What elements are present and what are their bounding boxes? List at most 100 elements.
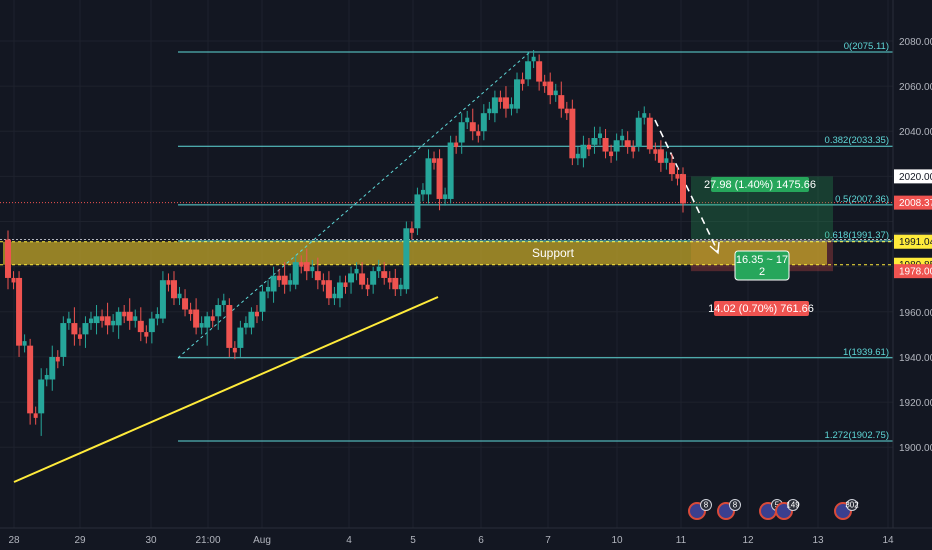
candle-body — [432, 158, 437, 163]
fib-level-label: 0.382(2033.35) — [825, 135, 889, 146]
candle-body — [498, 97, 503, 102]
price-tick-label: 1900.00 — [899, 443, 932, 454]
position-labels: 27.98 (1.40%) 1475.66 14.02 (0.70%) 761.6… — [704, 177, 816, 316]
time-tick-label: 30 — [145, 535, 157, 546]
candle-body — [403, 228, 410, 290]
badge-count-bg — [787, 499, 799, 511]
candle-body — [210, 316, 215, 321]
profit-label-text: 27.98 (1.40%) 1475.66 — [704, 179, 816, 191]
badge-count: 5 — [775, 501, 780, 510]
candle-body — [675, 174, 680, 179]
candle-body — [270, 275, 277, 292]
candle-body — [365, 284, 370, 290]
candle-body — [232, 347, 237, 353]
time-tick-label: Aug — [253, 535, 271, 546]
candle-body — [248, 311, 255, 328]
price-tag: 1978.00 — [894, 264, 932, 279]
candle-body — [299, 262, 304, 267]
event-badges[interactable]: 8 8 5 149 302 — [688, 499, 859, 520]
candle-body — [182, 298, 189, 310]
candle-body — [111, 320, 116, 326]
candle-body — [22, 341, 27, 346]
candle-body — [266, 286, 271, 292]
candle-body — [343, 282, 348, 287]
candle-body — [11, 277, 16, 283]
candle-body — [122, 311, 127, 317]
candle-body — [243, 323, 248, 328]
candle-body — [71, 323, 78, 335]
price-axis[interactable]: 1900.00 1920.00 1940.00 1960.00 2040.00 2060.… — [892, 0, 932, 550]
candle-body — [66, 318, 71, 324]
candle-body — [354, 268, 359, 274]
time-tick-label: 14 — [882, 535, 894, 546]
candle-body — [204, 316, 211, 328]
candle-body — [55, 356, 60, 362]
time-tick-label: 5 — [410, 535, 416, 546]
candle-body — [292, 262, 299, 285]
event-badge[interactable]: 302 — [834, 499, 859, 520]
fib-level-label: 1(1939.61) — [843, 347, 889, 358]
time-axis[interactable]: 28 29 30 21:00 Aug 4 5 6 7 10 11 12 13 14 — [0, 527, 932, 550]
time-axis-bg — [0, 528, 932, 550]
candle-body — [591, 138, 598, 145]
candle-body — [144, 332, 149, 337]
candle-body — [414, 194, 421, 229]
candle-body — [465, 117, 470, 123]
candle-body — [469, 122, 476, 132]
candle-body — [155, 314, 160, 319]
candle-body — [443, 194, 448, 199]
ratio-label: 16.35 ~ 172 — [734, 250, 790, 281]
time-tick-label: 28 — [8, 535, 20, 546]
price-tick-label: 2060.00 — [899, 82, 932, 93]
candle-body — [657, 149, 664, 163]
candle-body — [491, 97, 498, 114]
price-tag-bg — [894, 195, 932, 210]
candle-body — [580, 144, 587, 159]
time-tick-label: 13 — [812, 535, 824, 546]
candle-body — [259, 291, 266, 312]
candle-body — [558, 95, 565, 109]
candle-body — [664, 158, 669, 163]
candle-body — [332, 293, 337, 299]
candle-body — [303, 262, 310, 272]
candle-body — [277, 275, 282, 281]
candle-body — [321, 280, 326, 285]
support-zone-label: Support — [532, 246, 575, 260]
trend-lines[interactable] — [13, 51, 720, 483]
time-tick-label: 12 — [742, 535, 754, 546]
fib-level-label: 0(2075.11) — [844, 41, 889, 52]
candle-body — [281, 275, 288, 285]
candle-body — [635, 117, 642, 148]
price-tag: 2020.00 — [894, 169, 932, 184]
candle-body — [586, 144, 591, 150]
candle-body — [387, 277, 392, 283]
price-tick-label: 1920.00 — [899, 398, 932, 409]
ratio-label-line2: 2 — [759, 266, 765, 278]
candle-body — [620, 135, 625, 141]
candlestick-series — [5, 49, 686, 436]
projection-arrow-head — [709, 241, 720, 255]
event-badge[interactable]: 149 — [775, 499, 800, 520]
event-badge[interactable]: 8 — [688, 499, 712, 520]
event-badge[interactable]: 8 — [717, 499, 741, 520]
candle-body — [336, 282, 343, 299]
loss-label-bg — [714, 301, 809, 316]
candle-body — [547, 81, 554, 96]
support-zone — [3, 241, 827, 265]
candle-body — [509, 104, 514, 109]
candle-body — [88, 318, 93, 324]
price-tick-label: 1960.00 — [899, 308, 932, 319]
candle-body — [569, 108, 576, 159]
badge-count-bg — [729, 499, 741, 511]
candle-body — [126, 311, 133, 321]
candle-body — [458, 122, 465, 143]
badge-count-bg — [846, 499, 858, 511]
candle-body — [409, 228, 414, 233]
profit-label: 27.98 (1.40%) 1475.66 — [704, 177, 816, 192]
candle-body — [82, 323, 89, 335]
candle-body — [177, 293, 182, 299]
candle-body — [520, 79, 525, 84]
candle-body — [609, 151, 614, 157]
candle-body — [77, 334, 82, 339]
